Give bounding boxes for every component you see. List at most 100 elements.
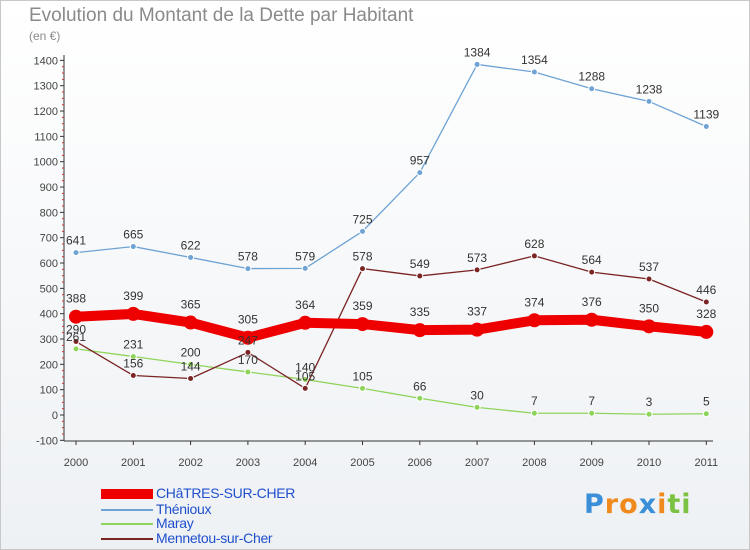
y-tick-label: 1000 [34,157,58,169]
data-label: 247 [238,333,258,347]
data-label: 446 [696,283,716,297]
y-tick-label: 1300 [34,81,58,93]
x-tick-label: 2011 [694,457,718,469]
data-label: 30 [470,388,484,402]
data-point [645,97,653,105]
data-point [244,368,252,376]
y-tick-label: 700 [40,233,58,245]
legend-swatch [101,489,153,499]
data-point [470,322,485,337]
y-tick-label: 800 [40,207,58,219]
legend-swatch [101,509,153,511]
data-label: 537 [639,260,659,274]
legend-label: Maray [156,515,194,531]
data-label: 578 [238,250,258,264]
data-label: 5 [703,395,710,409]
data-label: 359 [352,299,372,313]
data-point [473,266,481,274]
data-point [588,85,596,93]
data-point [301,384,309,392]
data-point [527,313,542,328]
data-label: 7 [531,394,538,408]
y-tick-label: 500 [40,283,58,295]
data-point [588,409,596,417]
y-tick-label: -100 [36,435,58,447]
data-label: 328 [696,307,716,321]
legend-label: CHâTRES-SUR-CHER [156,485,296,501]
data-label: 628 [524,237,544,251]
data-point [187,375,195,383]
data-point [530,252,538,260]
data-point [298,315,313,330]
unit-label: (en €) [29,29,61,43]
data-point [301,376,309,384]
data-point [473,403,481,411]
data-label: 641 [66,234,86,248]
data-label: 1139 [693,107,719,121]
data-point [416,169,424,177]
y-tick-label: 1100 [34,131,58,143]
data-label: 399 [123,289,143,303]
data-label: 364 [295,298,315,312]
legend-swatch [101,523,153,525]
data-label: 376 [582,295,602,309]
logo-letter: i [657,489,668,520]
data-label: 725 [352,212,372,226]
data-point [702,298,710,306]
x-tick-label: 2009 [579,457,603,469]
y-tick-label: 0 [52,410,58,422]
legend-label: Thénioux [156,501,212,517]
logo-letter: o [619,489,639,520]
data-point [416,394,424,402]
logo-letter: r [604,489,620,520]
data-point [187,360,195,368]
proxiti-logo: Proxiti [584,489,692,520]
data-label: 365 [181,298,201,312]
y-tick-label: 1200 [34,106,58,118]
data-point [187,253,195,261]
data-point [359,265,366,273]
data-label: 564 [582,253,602,267]
data-label: 1354 [521,53,548,67]
logo-letter: P [584,489,605,520]
x-tick-label: 2003 [236,457,260,469]
x-tick-label: 2004 [293,457,317,469]
data-point [72,338,80,346]
data-point [359,227,366,235]
data-label: 200 [181,345,201,359]
data-label: 231 [123,337,143,351]
y-tick-label: 100 [40,385,58,397]
data-point [642,319,656,334]
y-tick-label: 300 [40,334,58,346]
y-tick-label: 900 [40,182,58,194]
data-label: 335 [410,305,430,319]
data-label: 573 [467,251,487,265]
data-point [584,312,599,327]
data-label: 156 [123,356,143,370]
data-point [530,409,538,417]
x-tick-label: 2005 [350,457,374,469]
x-tick-label: 2002 [178,457,202,469]
data-point [244,348,252,356]
data-point [240,330,255,345]
data-point [416,272,424,280]
data-label: 170 [238,353,258,367]
data-point [301,264,309,272]
data-label: 144 [181,360,201,374]
x-tick-label: 2010 [637,457,661,469]
legend-swatch [101,538,153,540]
series-line [75,63,707,270]
data-point [129,371,137,379]
x-tick-label: 2007 [465,457,489,469]
data-point [645,275,653,283]
y-tick-label: 200 [40,359,58,371]
data-point [183,315,198,330]
data-label: 549 [410,257,430,271]
data-point [129,352,137,360]
data-point [355,317,370,332]
data-label: 1288 [578,70,605,84]
data-label: 665 [123,228,143,242]
data-point [72,345,80,353]
